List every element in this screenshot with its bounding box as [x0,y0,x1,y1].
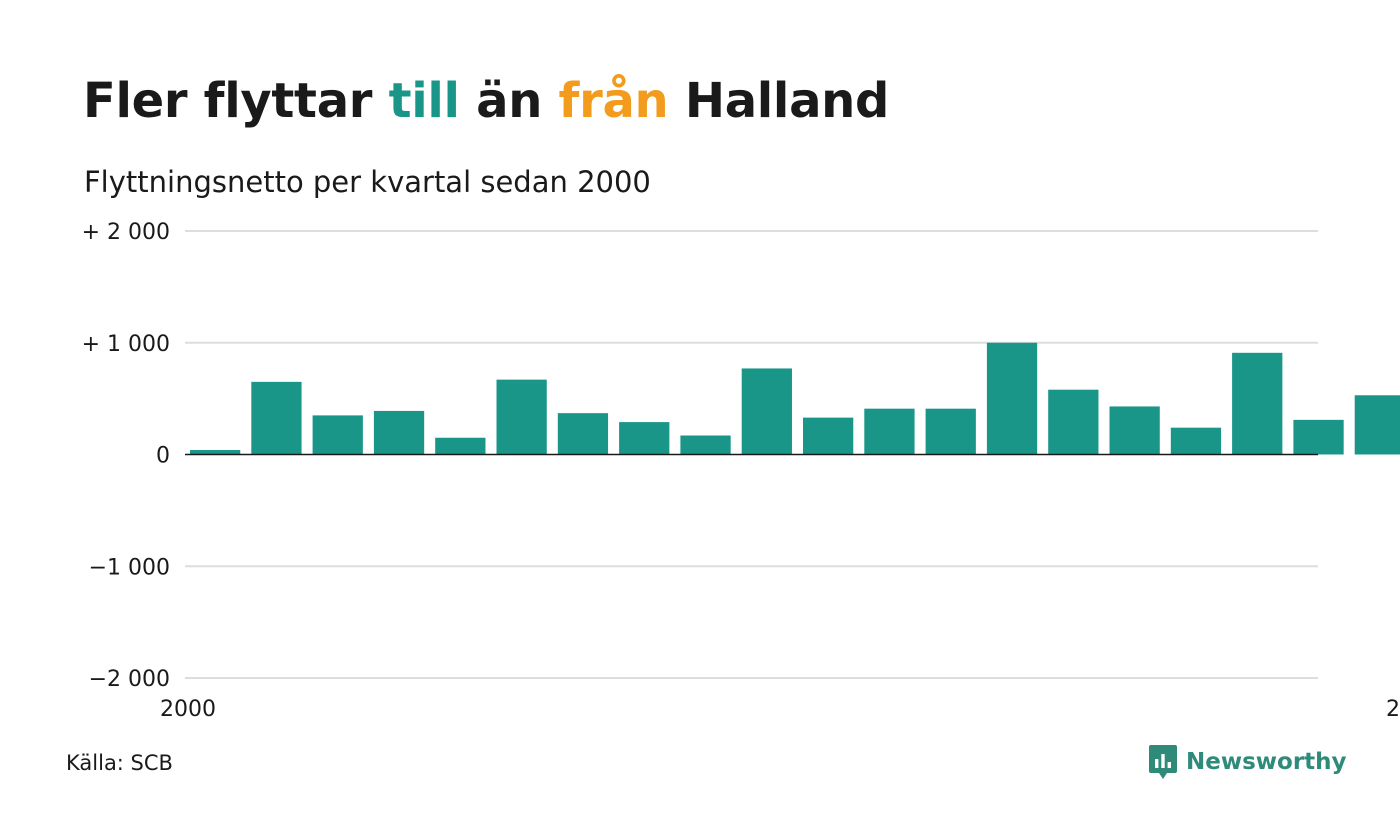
brand-logo: Newsworthy [1148,744,1347,780]
bar [1293,419,1344,455]
y-tick-label: + 2 000 [82,220,170,245]
bar [1232,352,1283,455]
bar [1109,406,1160,455]
bar [1048,389,1099,455]
bar [864,408,915,455]
bar [619,422,670,455]
bar [496,379,547,455]
y-tick-label: −2 000 [89,667,170,692]
title-part-till: till [388,73,460,129]
title-part-fran: från [558,73,669,129]
bar [373,410,425,455]
x-tick-label: 2000 [160,697,216,722]
bar-series [190,342,1400,455]
title-part-3: än [459,73,559,129]
y-tick-label: + 1 000 [82,332,170,357]
y-tick-label: 0 [156,444,170,469]
x-tick-label: 2005 [1386,697,1400,722]
bar [741,368,792,455]
bar [190,450,241,455]
bar [312,415,363,455]
bar [1170,427,1222,455]
newsworthy-logo-icon [1149,745,1177,779]
brand-name: Newsworthy [1186,749,1347,775]
title-part-5: Halland [668,73,890,129]
bar [251,381,302,455]
bar [986,342,1038,455]
title-part-1: Fler flyttar [83,73,389,129]
bar [435,437,486,455]
y-tick-label: −1 000 [89,555,170,580]
bar [680,435,731,455]
gridlines [185,230,1318,679]
bar [925,408,976,455]
bar [557,413,609,455]
chart-title: Fler flyttar till än från Halland [83,70,889,132]
bar [1354,395,1400,455]
source-note: Källa: SCB [66,751,173,775]
chart-subtitle: Flyttningsnetto per kvartal sedan 2000 [84,165,651,199]
bar [803,417,854,455]
